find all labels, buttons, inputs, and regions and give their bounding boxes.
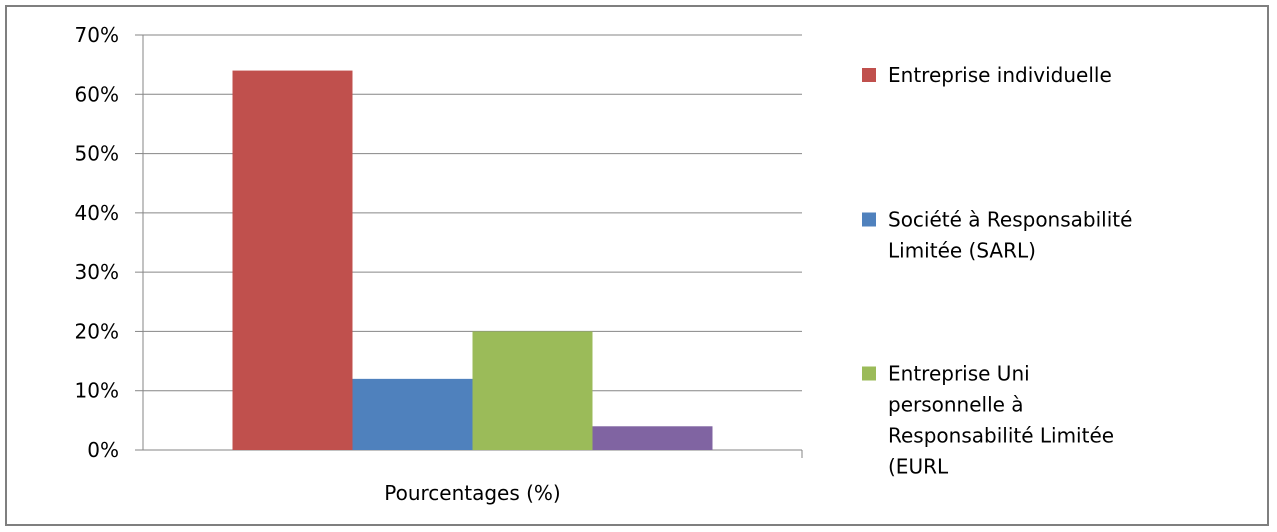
y-tick-label: 30% [75, 260, 119, 284]
y-tick-label: 60% [75, 82, 119, 106]
x-category-label: Pourcentages (%) [384, 481, 561, 505]
bar-2 [352, 378, 473, 450]
legend-swatch [862, 68, 876, 82]
y-tick-label: 0% [87, 438, 119, 462]
y-tick-label: 20% [75, 319, 119, 343]
legend-swatch [862, 212, 876, 227]
bar-1 [232, 70, 353, 451]
legend-swatch [862, 366, 876, 381]
y-tick-label: 70% [75, 23, 119, 47]
y-tick-label: 50% [75, 142, 119, 166]
legend-label: Société à Responsabilité Limitée (SARL) [888, 208, 1132, 263]
y-tick-label: 40% [75, 201, 119, 225]
legend-label: Entreprise individuelle [888, 63, 1112, 87]
bar-3 [472, 331, 593, 450]
legend-label: Entreprise Uni personnelle à Responsabilit… [888, 362, 1114, 479]
bar-4 [592, 426, 713, 450]
y-tick-label: 10% [75, 379, 119, 403]
